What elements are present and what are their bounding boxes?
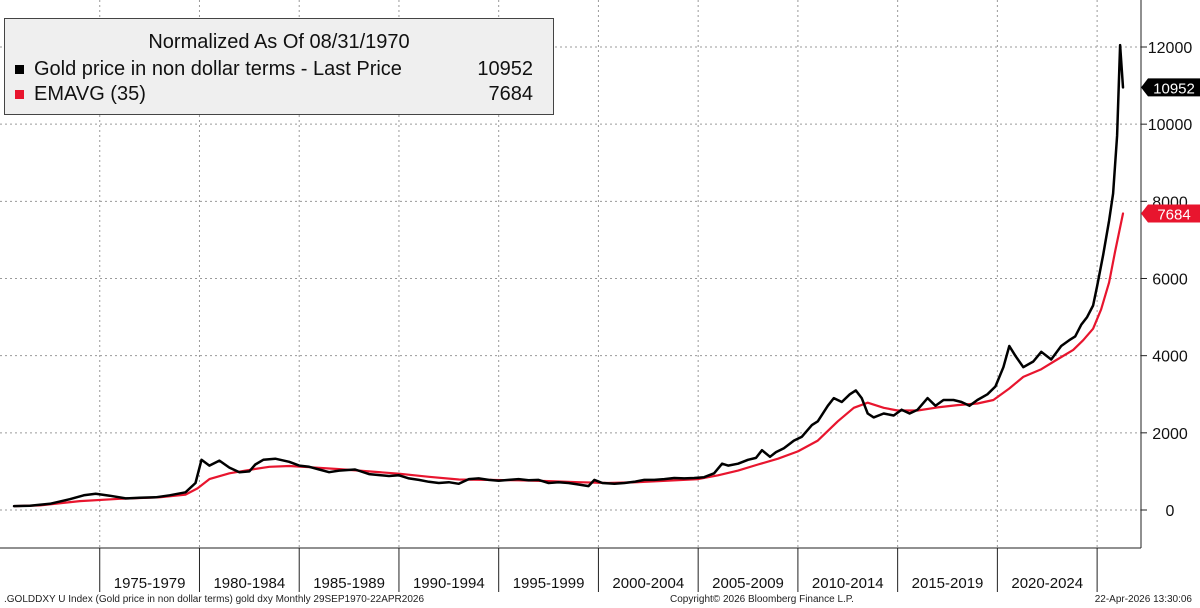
y-tick-label: 12000 [1148,40,1193,57]
x-tick-label: 2020-2024 [1011,575,1083,592]
last-value-tag-label-emavg: 7684 [1157,207,1190,224]
x-tick-label: 2000-2004 [612,575,684,592]
last-value-tag-label-gold: 10952 [1153,80,1195,97]
legend-value-emavg: 7684 [488,83,534,105]
x-tick-label: 1995-1999 [513,575,585,592]
footer-timestamp: 22-Apr-2026 13:30:06 [1094,594,1192,605]
legend-title: Normalized As Of 08/31/1970 [148,31,410,53]
legend-entry-gold: Gold price in non dollar terms - Last Pr… [15,58,533,82]
legend-swatch-emavg [15,90,24,99]
series-lines [12,43,1125,508]
footer-copyright: Copyright© 2026 Bloomberg Finance L.P. [670,594,854,605]
legend-swatch-gold [15,65,24,74]
last-value-tag-gold [1141,78,1200,97]
last-value-tags: 10952 7684 [1141,78,1200,224]
last-value-tag-emavg [1141,204,1200,223]
legend-label-emavg: EMAVG (35) [34,83,146,105]
x-axis-ticks: 1975-1979 1980-1984 1985-1989 1990-1994 1995… [99,548,1098,592]
y-tick-label: 6000 [1152,272,1188,289]
y-tick-label: 4000 [1152,349,1188,366]
series-line-emavg [12,212,1125,508]
x-tick-label: 1980-1984 [213,575,285,592]
legend-value-gold: 10952 [477,58,533,80]
legend-label-gold: Gold price in non dollar terms - Last Pr… [34,58,402,80]
x-tick-label: 2005-2009 [712,575,784,592]
x-tick-label: 1975-1979 [114,575,186,592]
y-tick-label: 10000 [1148,117,1193,134]
legend-entry-emavg: EMAVG (35) 7684 [15,83,533,107]
y-tick-label: 0 [1166,503,1175,520]
x-tick-label: 1985-1989 [313,575,385,592]
legend: Normalized As Of 08/31/1970 Gold price i… [4,18,554,115]
x-tick-label: 1990-1994 [413,575,485,592]
x-tick-label: 2015-2019 [912,575,984,592]
series-line-gold-price [12,43,1125,508]
x-tick-label: 2010-2014 [812,575,884,592]
y-tick-label: 2000 [1152,426,1188,443]
footer-source: .GOLDDXY U Index (Gold price in non doll… [4,594,425,605]
